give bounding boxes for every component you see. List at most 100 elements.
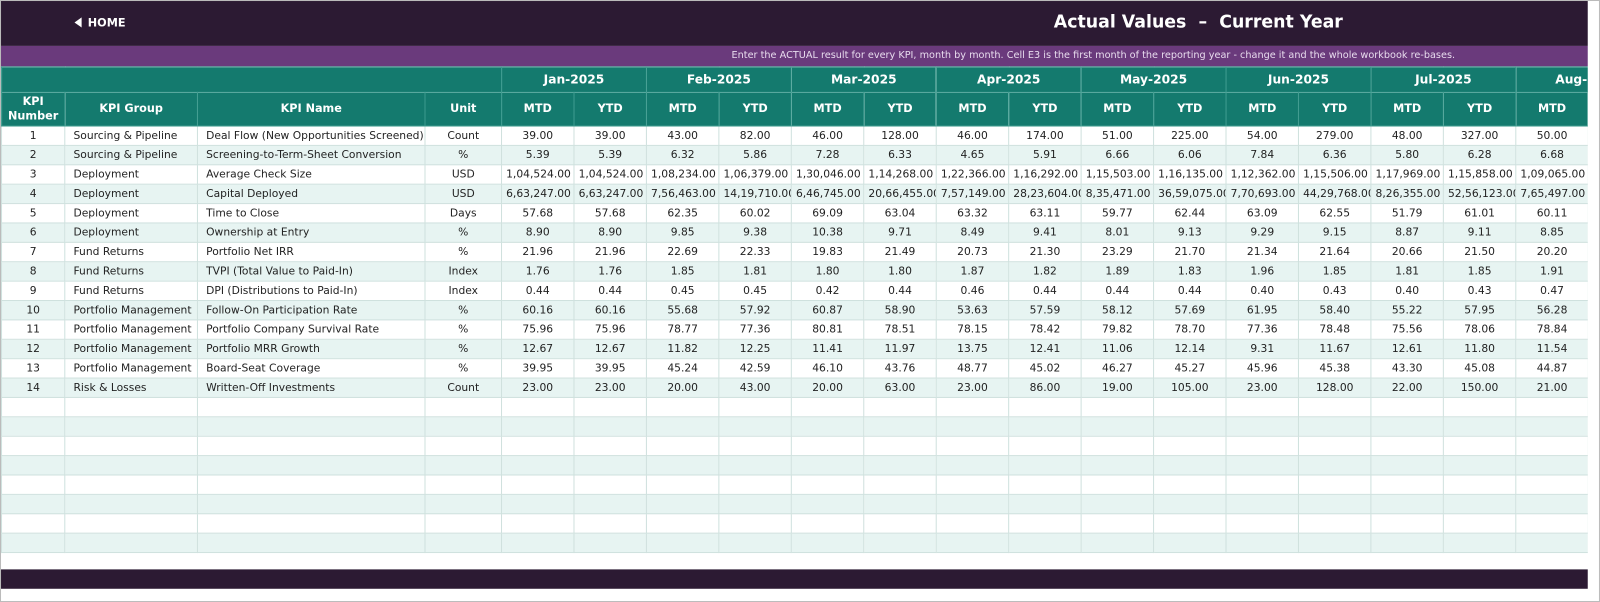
empty-cell — [718, 474, 792, 495]
table-cell: Screening-to-Term-Sheet Conversion — [196, 144, 426, 166]
table-cell: 60.16 — [501, 299, 575, 321]
table-cell: 78.48 — [1297, 319, 1372, 340]
table-cell: 1,22,366.00 — [935, 164, 1010, 185]
table-cell: 1,17,969.00 — [1370, 164, 1444, 185]
table-cell: 12.67 — [501, 338, 575, 360]
empty-cell — [1442, 513, 1517, 534]
table-cell: 46.00 — [935, 125, 1010, 146]
empty-cell — [1370, 532, 1444, 554]
table-cell: Portfolio Management — [64, 299, 198, 321]
table-cell: 7,57,149.00 — [935, 183, 1010, 205]
empty-cell — [196, 416, 426, 437]
empty-cell — [573, 455, 647, 476]
empty-cell — [1, 435, 66, 457]
empty-cell — [1370, 435, 1444, 457]
table-cell: 0.46 — [935, 280, 1010, 302]
table-cell: % — [424, 222, 503, 243]
table-cell: 48.00 — [1370, 125, 1444, 146]
table-cell: 8.90 — [501, 222, 575, 243]
empty-cell — [790, 493, 865, 515]
month-header: Jul-2025 — [1370, 66, 1517, 93]
empty-cell — [863, 396, 937, 418]
empty-cell — [863, 416, 937, 437]
empty-cell — [718, 396, 792, 418]
empty-cell — [645, 416, 720, 437]
table-cell: 19.83 — [790, 241, 865, 263]
home-button[interactable]: HOME — [74, 16, 126, 29]
table-cell: 55.68 — [645, 299, 720, 321]
table-cell: 75.96 — [573, 319, 647, 340]
table-cell: 23.00 — [573, 377, 647, 398]
data-row: 13 Portfolio Management Board-Seat Coverag… — [1, 358, 1588, 379]
table-cell: 1 — [1, 125, 66, 146]
table-cell: 51.79 — [1370, 203, 1444, 224]
empty-cell — [1297, 435, 1372, 457]
table-cell: 5.86 — [718, 144, 792, 166]
table-cell: 39.00 — [501, 125, 575, 146]
table-cell: 1.87 — [935, 261, 1010, 282]
empty-cell — [1225, 416, 1300, 437]
table-cell: 6.66 — [1080, 144, 1155, 166]
empty-cell — [863, 474, 937, 495]
table-cell: 78.77 — [645, 319, 720, 340]
table-cell: 0.44 — [573, 280, 647, 302]
table-cell: 19.00 — [1080, 377, 1155, 398]
month-header: Aug-2025 — [1515, 66, 1588, 93]
table-cell: 12.67 — [573, 338, 647, 360]
table-cell: 1.91 — [1515, 261, 1588, 282]
empty-row — [1, 474, 1588, 495]
sub-header: MTD — [501, 91, 575, 127]
table-cell: 0.43 — [1442, 280, 1517, 302]
empty-cell — [196, 493, 426, 515]
table-cell: 20.00 — [790, 377, 865, 398]
table-cell: Sourcing & Pipeline — [64, 144, 198, 166]
table-cell: 77.36 — [718, 319, 792, 340]
table-cell: 9.71 — [863, 222, 937, 243]
month-header: Jan-2025 — [501, 66, 647, 93]
table-cell: 7,65,497.00 — [1515, 183, 1588, 205]
empty-cell — [790, 532, 865, 554]
table-cell: 20,66,455.00 — [863, 183, 937, 205]
table-cell: 56.28 — [1515, 299, 1588, 321]
table-cell: 10.38 — [790, 222, 865, 243]
table-cell: Fund Returns — [64, 280, 198, 302]
table-cell: 57.69 — [1153, 299, 1227, 321]
table-cell: 8 — [1, 261, 66, 282]
table-cell: Risk & Losses — [64, 377, 198, 398]
empty-cell — [64, 396, 198, 418]
empty-cell — [1370, 396, 1444, 418]
table-cell: 1,08,234.00 — [645, 164, 720, 185]
table-cell: 9.31 — [1225, 338, 1300, 360]
table-cell: 1.89 — [1080, 261, 1155, 282]
empty-cell — [1515, 474, 1588, 495]
empty-cell — [1370, 455, 1444, 476]
table-cell: 1,12,362.00 — [1225, 164, 1300, 185]
empty-cell — [935, 396, 1010, 418]
table-cell: 6.68 — [1515, 144, 1588, 166]
table-cell: 12 — [1, 338, 66, 360]
table-cell: 8.85 — [1515, 222, 1588, 243]
table-cell: Count — [424, 125, 503, 146]
table-cell: 78.84 — [1515, 319, 1588, 340]
table-cell: 0.40 — [1370, 280, 1444, 302]
table-cell: 21.34 — [1225, 241, 1300, 263]
table-cell: 44.87 — [1515, 358, 1588, 379]
empty-cell — [64, 474, 198, 495]
table-cell: Portfolio MRR Growth — [196, 338, 426, 360]
table-cell: 20.20 — [1515, 241, 1588, 263]
empty-cell — [645, 474, 720, 495]
empty-cell — [1080, 532, 1155, 554]
table-cell: 1,04,524.00 — [501, 164, 575, 185]
empty-cell — [1008, 455, 1082, 476]
table-cell: 11.67 — [1297, 338, 1372, 360]
table-cell: 22.69 — [645, 241, 720, 263]
empty-cell — [1515, 455, 1588, 476]
empty-cell — [1008, 435, 1082, 457]
empty-cell — [645, 532, 720, 554]
table-cell: 75.56 — [1370, 319, 1444, 340]
table-cell: 45.27 — [1153, 358, 1227, 379]
table-cell: Deployment — [64, 222, 198, 243]
table-cell: 20.00 — [645, 377, 720, 398]
table-cell: Written-Off Investments — [196, 377, 426, 398]
empty-cell — [1, 474, 66, 495]
